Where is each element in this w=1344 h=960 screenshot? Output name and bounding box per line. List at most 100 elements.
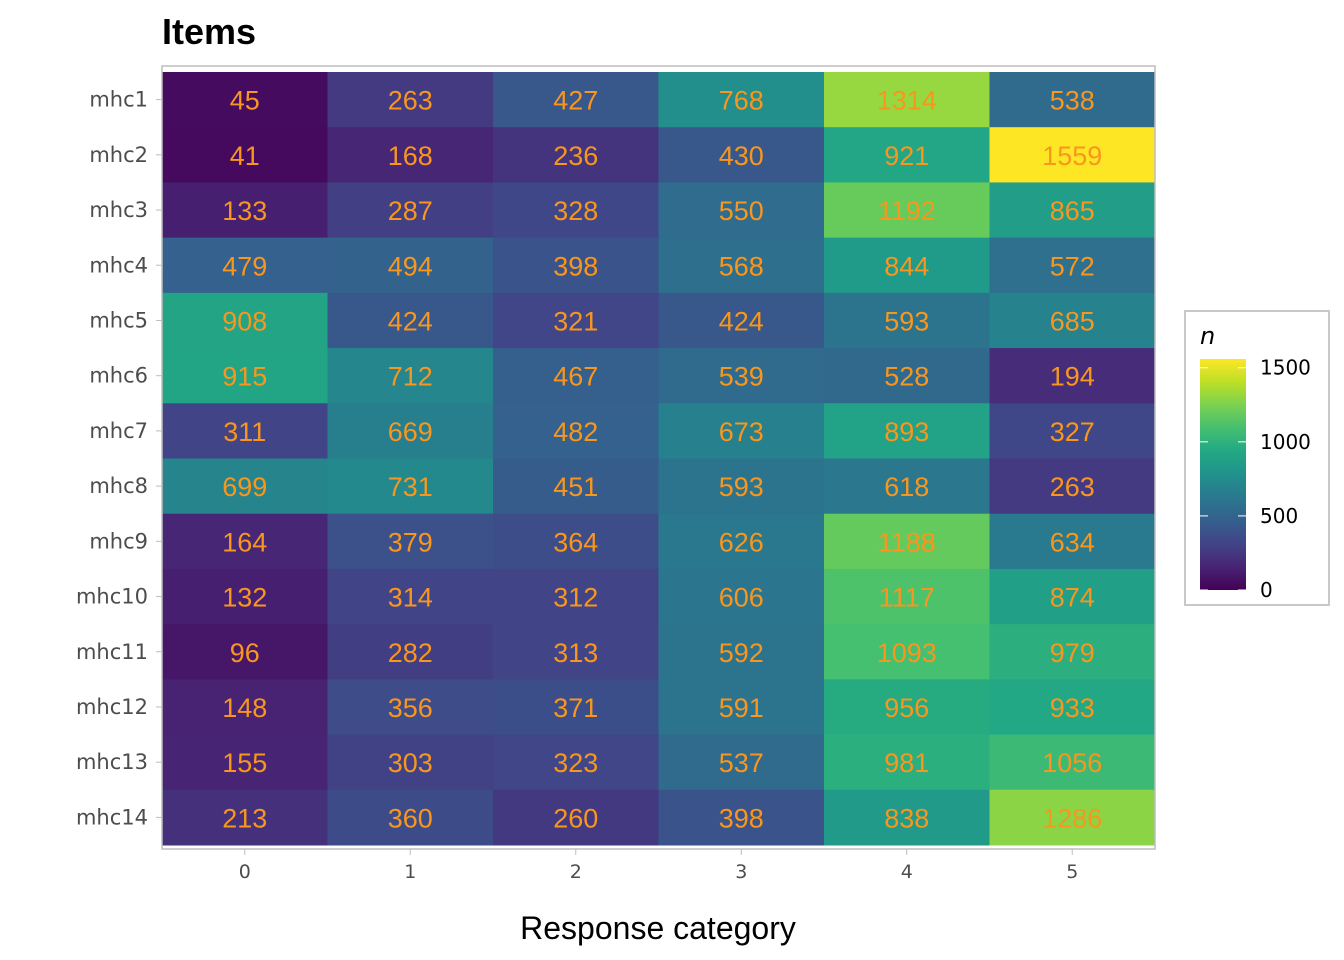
heatmap-cell [989, 734, 1156, 791]
cell-value-label: 844 [884, 251, 929, 281]
cell-value-label: 981 [884, 748, 929, 778]
heatmap-cell [989, 624, 1156, 680]
cell-value-label: 606 [719, 583, 764, 613]
cell-value-label: 1056 [1042, 748, 1102, 778]
cell-value-label: 260 [553, 803, 598, 833]
cell-value-label: 164 [222, 527, 267, 557]
y-tick-label: mhc14 [76, 805, 148, 829]
y-tick-label: mhc7 [89, 419, 148, 443]
cell-value-label: 427 [553, 86, 598, 116]
heatmap-cell [327, 679, 494, 736]
cell-value-label: 1314 [877, 86, 937, 116]
y-tick-label: mhc3 [89, 198, 148, 222]
x-axis-ticks: 0 1 2 3 4 5 [239, 849, 1078, 883]
cell-value-label: 1188 [878, 527, 936, 557]
heatmap-cell [162, 237, 328, 294]
cell-value-label: 148 [222, 693, 267, 723]
cell-value-label: 398 [553, 251, 598, 281]
cell-value-label: 956 [884, 693, 929, 723]
cell-value-label: 328 [553, 196, 598, 226]
legend-tick-label: 1000 [1260, 430, 1311, 454]
cell-value-label: 323 [553, 748, 598, 778]
heatmap-cell [989, 789, 1156, 846]
cell-value-label: 618 [884, 472, 929, 502]
cell-value-label: 132 [222, 583, 267, 613]
heatmap-cell [162, 458, 328, 515]
heatmap-cell [658, 348, 825, 404]
heatmap-cell [658, 458, 825, 515]
y-tick-label: mhc4 [89, 253, 148, 277]
cell-value-label: 673 [719, 417, 764, 447]
heatmap-cell [989, 679, 1156, 736]
y-tick-label: mhc10 [76, 585, 148, 609]
cell-value-label: 364 [553, 527, 598, 557]
cell-value-label: 1286 [1042, 803, 1102, 833]
legend-title: n [1200, 322, 1215, 350]
y-tick-label: mhc11 [76, 640, 148, 664]
cell-value-label: 327 [1050, 417, 1095, 447]
cell-value-label: 591 [719, 693, 764, 723]
y-tick-label: mhc6 [89, 364, 148, 388]
cell-value-label: 528 [884, 362, 929, 392]
heatmap-cell [658, 182, 825, 239]
cell-value-label: 379 [388, 527, 433, 557]
x-tick-label: 0 [239, 861, 251, 883]
cell-value-label: 263 [1050, 472, 1095, 502]
cell-value-label: 236 [553, 141, 598, 171]
heatmap-cell [327, 348, 494, 404]
heatmap-cell [162, 679, 328, 736]
cell-value-label: 874 [1050, 583, 1095, 613]
cell-value-label: 398 [719, 803, 764, 833]
cell-value-label: 731 [388, 472, 433, 502]
cell-value-label: 893 [884, 417, 929, 447]
cell-value-label: 45 [230, 86, 260, 116]
y-tick-label: mhc13 [76, 750, 148, 774]
chart-title: Items [162, 11, 256, 52]
heatmap-cell [658, 679, 825, 736]
heatmap-cell [162, 403, 328, 459]
cell-value-label: 669 [388, 417, 433, 447]
heatmap-cell [824, 789, 990, 846]
cell-value-label: 626 [719, 527, 764, 557]
heatmap-cell [162, 348, 328, 404]
heatmap-cell [327, 624, 494, 680]
heatmap-cell [162, 624, 328, 680]
cell-value-label: 424 [719, 306, 764, 336]
heatmap-cell [493, 72, 659, 128]
heatmap-cell [493, 237, 659, 294]
heatmap-cell [327, 458, 494, 515]
heatmap-cell [493, 348, 659, 404]
legend: n 0 500 1000 1500 [1184, 310, 1330, 606]
x-tick-label: 4 [901, 861, 913, 883]
cell-value-label: 371 [553, 693, 598, 723]
cell-value-label: 360 [388, 803, 433, 833]
cell-value-label: 321 [553, 306, 598, 336]
heatmap-cell [162, 127, 328, 183]
cell-value-label: 312 [553, 583, 598, 613]
cell-value-label: 572 [1050, 251, 1095, 281]
cell-value-label: 168 [388, 141, 433, 171]
x-axis-label: Response category [520, 910, 796, 946]
heatmap-cell [989, 237, 1156, 294]
heatmap-cell [327, 292, 494, 349]
x-tick-label: 5 [1066, 861, 1078, 883]
heatmap-cell [493, 127, 659, 183]
heatmap-cell [989, 403, 1156, 459]
heatmap-cell [162, 789, 328, 846]
heatmap-cell [824, 127, 990, 183]
cell-value-label: 538 [1050, 86, 1095, 116]
heatmap-cell [493, 182, 659, 239]
cell-value-label: 41 [230, 141, 260, 171]
legend-tick-label: 500 [1260, 504, 1298, 528]
heatmap-cell [824, 513, 990, 570]
heatmap-cell [824, 237, 990, 294]
cell-value-label: 133 [222, 196, 267, 226]
heatmap-cell [493, 624, 659, 680]
x-tick-label: 2 [570, 861, 582, 883]
heatmap-cell [493, 458, 659, 515]
heatmap-cell [162, 292, 328, 349]
heatmap-cell [327, 237, 494, 294]
y-tick-label: mhc9 [89, 529, 148, 553]
heatmap-cell [327, 127, 494, 183]
heatmap-cell [824, 348, 990, 404]
